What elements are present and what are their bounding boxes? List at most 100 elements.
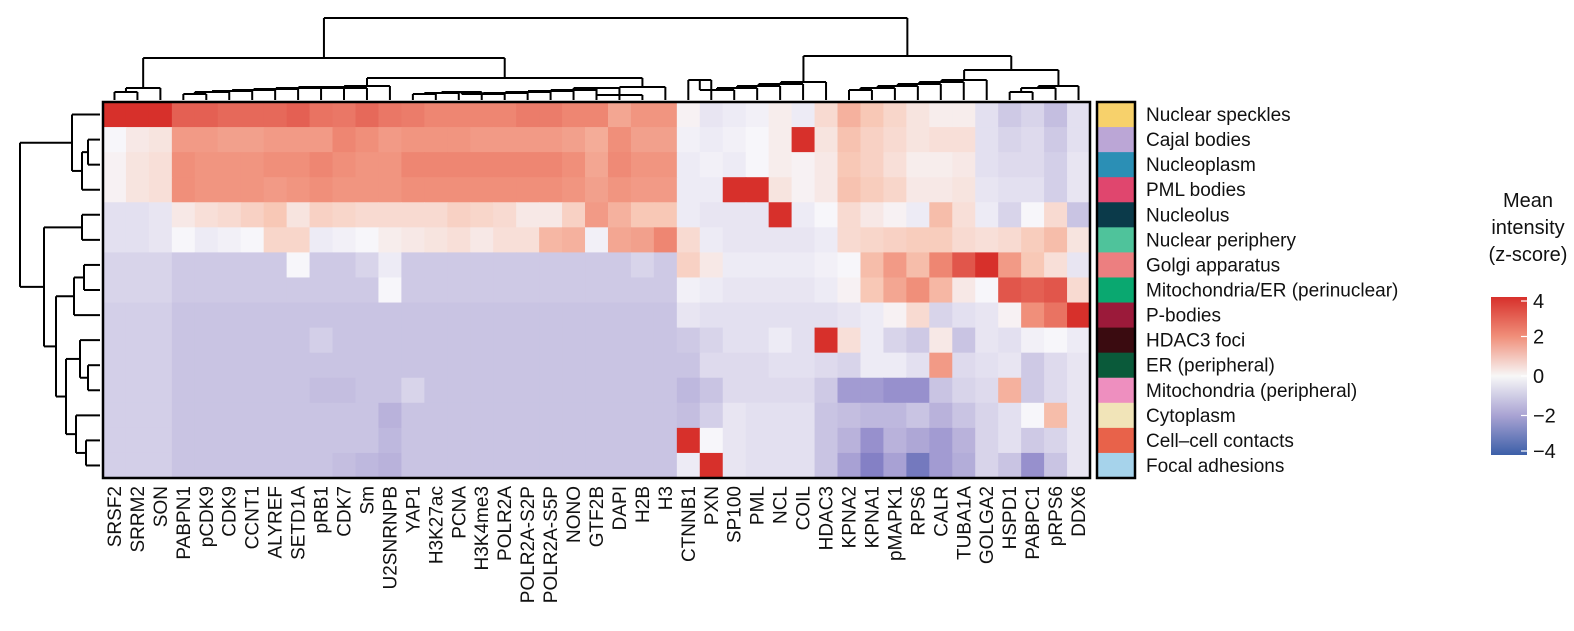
heatmap-cell-4-15 bbox=[447, 202, 471, 228]
heatmap-cell-1-32 bbox=[837, 127, 862, 153]
heatmap-cell-13-42 bbox=[1067, 427, 1091, 454]
heatmap-cell-0-4 bbox=[194, 102, 219, 128]
heatmap-cell-14-3 bbox=[171, 452, 196, 479]
heatmap-cell-13-0 bbox=[103, 427, 127, 454]
heatmap-cell-6-5 bbox=[217, 252, 242, 279]
heatmap-cell-10-15 bbox=[447, 352, 471, 379]
heatmap-cell-2-40 bbox=[1021, 152, 1045, 178]
heatmap-cell-4-5 bbox=[217, 202, 242, 228]
heatmap-cell-13-26 bbox=[699, 427, 724, 454]
heatmap-cell-12-25 bbox=[676, 402, 701, 429]
heatmap-cell-11-36 bbox=[929, 377, 953, 404]
heatmap-cell-8-6 bbox=[240, 302, 265, 329]
heatmap-cell-0-10 bbox=[332, 102, 357, 128]
heatmap-cell-11-27 bbox=[722, 377, 747, 404]
column-label-31: HDAC3 bbox=[817, 486, 838, 550]
heatmap-cell-8-14 bbox=[424, 302, 448, 329]
heatmap-cell-5-42 bbox=[1067, 227, 1091, 253]
heatmap-cell-1-23 bbox=[630, 127, 655, 153]
heatmap-cell-2-11 bbox=[355, 152, 380, 178]
heatmap-cell-11-9 bbox=[309, 377, 334, 404]
heatmap-cell-2-37 bbox=[952, 152, 976, 178]
heatmap-cell-5-14 bbox=[424, 227, 448, 253]
heatmap-cell-12-42 bbox=[1067, 402, 1091, 429]
heatmap-cell-7-16 bbox=[470, 277, 494, 304]
heatmap-cell-0-23 bbox=[630, 102, 655, 128]
heatmap-cell-12-0 bbox=[103, 402, 127, 429]
heatmap-cell-9-39 bbox=[998, 327, 1022, 354]
heatmap-cell-11-6 bbox=[240, 377, 265, 404]
heatmap-cell-13-28 bbox=[745, 427, 770, 454]
heatmap-cell-3-20 bbox=[562, 177, 586, 203]
heatmap-cell-11-7 bbox=[263, 377, 288, 404]
heatmap-cell-11-28 bbox=[745, 377, 770, 404]
heatmap-cell-14-29 bbox=[768, 452, 793, 479]
column-label-9: pRB1 bbox=[312, 486, 333, 534]
column-label-19: POLR2A-S5P bbox=[541, 486, 562, 603]
heatmap-cell-11-35 bbox=[906, 377, 930, 404]
heatmap-cell-6-36 bbox=[929, 252, 953, 279]
column-label-42: DDX6 bbox=[1069, 486, 1090, 537]
heatmap-cell-14-8 bbox=[286, 452, 311, 479]
heatmap-cell-2-20 bbox=[562, 152, 586, 178]
heatmap-cell-9-16 bbox=[470, 327, 494, 354]
heatmap-cell-1-8 bbox=[286, 127, 311, 153]
heatmap-cell-7-33 bbox=[860, 277, 885, 304]
heatmap-cell-13-20 bbox=[562, 427, 586, 454]
colorbar-title-line-0: Mean bbox=[1503, 190, 1553, 212]
heatmap-cell-0-27 bbox=[722, 102, 747, 128]
heatmap-cell-10-21 bbox=[585, 352, 609, 379]
heatmap-cell-4-9 bbox=[309, 202, 334, 228]
heatmap-cell-8-18 bbox=[516, 302, 540, 329]
column-label-34: pMAPK1 bbox=[885, 486, 906, 561]
heatmap-cell-6-6 bbox=[240, 252, 265, 279]
heatmap-cell-7-31 bbox=[814, 277, 839, 304]
heatmap-cell-4-16 bbox=[470, 202, 494, 228]
heatmap-cell-5-4 bbox=[194, 227, 219, 253]
heatmap-cell-2-32 bbox=[837, 152, 862, 178]
heatmap-cell-12-8 bbox=[286, 402, 311, 429]
column-label-39: HSPD1 bbox=[1000, 486, 1021, 549]
heatmap-cell-1-35 bbox=[906, 127, 930, 153]
heatmap-cell-11-24 bbox=[653, 377, 678, 404]
heatmap-cell-14-32 bbox=[837, 452, 862, 479]
heatmap-cell-13-22 bbox=[607, 427, 632, 454]
heatmap-cell-14-26 bbox=[699, 452, 724, 479]
heatmap-cell-3-13 bbox=[401, 177, 425, 203]
heatmap-cell-4-42 bbox=[1067, 202, 1091, 228]
heatmap-cell-11-4 bbox=[194, 377, 219, 404]
row-label-7: Mitochondria/ER (perinuclear) bbox=[1146, 281, 1398, 302]
heatmap-cell-8-13 bbox=[401, 302, 425, 329]
heatmap-cell-11-22 bbox=[607, 377, 632, 404]
heatmap-cell-14-4 bbox=[194, 452, 219, 479]
heatmap-cell-3-35 bbox=[906, 177, 930, 203]
heatmap-cell-9-8 bbox=[286, 327, 311, 354]
heatmap-cell-5-20 bbox=[562, 227, 586, 253]
heatmap-cell-2-4 bbox=[194, 152, 219, 178]
heatmap-cell-12-19 bbox=[539, 402, 563, 429]
heatmap-cell-5-37 bbox=[952, 227, 976, 253]
heatmap-cell-13-32 bbox=[837, 427, 862, 454]
heatmap-cell-11-20 bbox=[562, 377, 586, 404]
heatmap-cell-0-21 bbox=[585, 102, 609, 128]
heatmap-cell-7-19 bbox=[539, 277, 563, 304]
heatmap-cell-9-40 bbox=[1021, 327, 1045, 354]
row-color-border bbox=[1095, 100, 1137, 480]
heatmap-cell-9-21 bbox=[585, 327, 609, 354]
heatmap-cell-4-3 bbox=[171, 202, 196, 228]
heatmap-cell-14-1 bbox=[125, 452, 150, 479]
heatmap-cell-6-25 bbox=[676, 252, 701, 279]
heatmap-cell-13-12 bbox=[378, 427, 402, 454]
heatmap-cell-7-11 bbox=[355, 277, 380, 304]
column-label-24: H3 bbox=[656, 486, 677, 510]
heatmap-cell-10-39 bbox=[998, 352, 1022, 379]
heatmap-cell-2-2 bbox=[148, 152, 173, 178]
heatmap-cell-13-27 bbox=[722, 427, 747, 454]
heatmap-cell-12-6 bbox=[240, 402, 265, 429]
heatmap-cell-0-20 bbox=[562, 102, 586, 128]
heatmap-cell-6-17 bbox=[493, 252, 517, 279]
heatmap-cell-8-25 bbox=[676, 302, 701, 329]
heatmap-cell-2-6 bbox=[240, 152, 265, 178]
heatmap-cell-12-36 bbox=[929, 402, 953, 429]
heatmap-cell-3-39 bbox=[998, 177, 1022, 203]
